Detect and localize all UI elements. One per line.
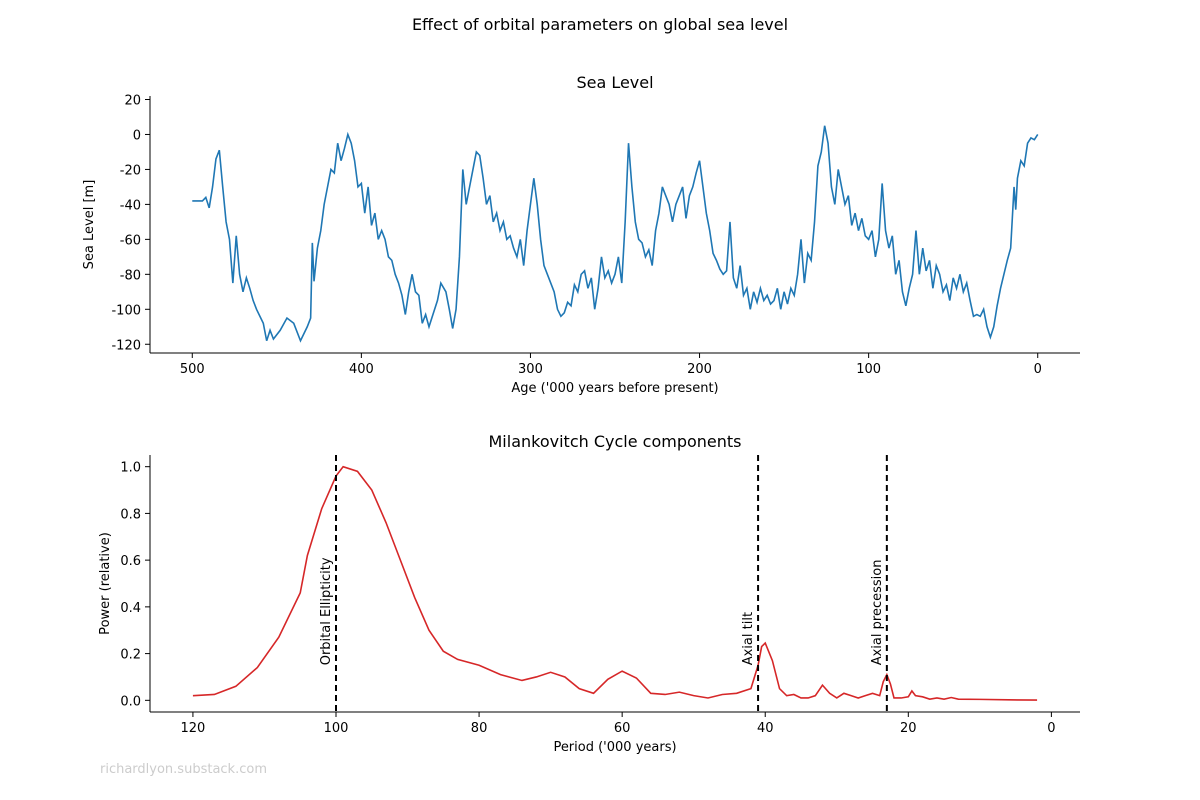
y-tick-label: -100 — [111, 303, 141, 318]
x-tick-label: 500 — [180, 362, 205, 377]
reference-label: Axial precession — [870, 560, 885, 666]
x-tick-label: 400 — [349, 362, 374, 377]
y-tick-label: -120 — [111, 338, 141, 353]
y-tick-label: 20 — [124, 93, 141, 108]
y-tick-label: -80 — [120, 268, 141, 283]
data-line — [192, 465, 1038, 701]
reference-label: Axial tilt — [741, 612, 756, 665]
y-tick-label: 0.6 — [120, 554, 141, 569]
y-tick-label: 0 — [133, 128, 141, 143]
data-line — [192, 125, 1039, 343]
y-tick-label: 1.0 — [120, 461, 141, 476]
x-tick-label: 40 — [757, 721, 774, 736]
x-tick-label: 20 — [900, 721, 917, 736]
y-tick-label: 0.8 — [120, 507, 141, 522]
y-tick-label: 0.0 — [120, 694, 141, 709]
x-axis-label: Period ('000 years) — [553, 740, 676, 755]
y-axis-label: Power (relative) — [98, 532, 113, 635]
y-tick-label: -20 — [120, 163, 141, 178]
y-axis-label: Sea Level [m] — [82, 180, 97, 270]
x-tick-label: 0 — [1047, 721, 1055, 736]
x-tick-label: 300 — [518, 362, 543, 377]
chart-title: Milankovitch Cycle components — [489, 432, 742, 451]
x-tick-label: 200 — [687, 362, 712, 377]
chart-title: Sea Level — [576, 73, 653, 92]
x-tick-label: 100 — [324, 721, 349, 736]
x-tick-label: 80 — [471, 721, 488, 736]
x-tick-label: 60 — [614, 721, 631, 736]
x-tick-label: 0 — [1034, 362, 1042, 377]
y-tick-label: -60 — [120, 233, 141, 248]
watermark: richardlyon.substack.com — [100, 762, 267, 777]
y-tick-label: 0.2 — [120, 648, 141, 663]
x-tick-label: 100 — [856, 362, 881, 377]
x-tick-label: 120 — [181, 721, 206, 736]
y-tick-label: -40 — [120, 198, 141, 213]
figure-title: Effect of orbital parameters on global s… — [412, 15, 788, 34]
y-tick-label: 0.4 — [120, 601, 141, 616]
x-axis-label: Age ('000 years before present) — [511, 381, 718, 396]
reference-label: Orbital Ellipticity — [319, 557, 334, 665]
